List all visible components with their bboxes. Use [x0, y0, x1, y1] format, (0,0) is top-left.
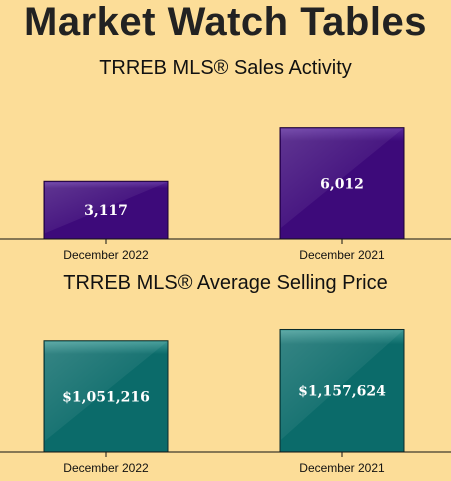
price-category-label-2: December 2021 [299, 461, 385, 475]
price-category-label-1: December 2022 [63, 461, 149, 475]
price-bar-value-label-2: $1,157,624 [298, 384, 386, 400]
sales-bar-sheen-2 [281, 128, 403, 228]
price-bar-sheen-2 [281, 330, 403, 440]
sales-chart-title: TRREB MLS® Sales Activity [99, 57, 352, 79]
sales-bar-value-label-1: 3,117 [84, 203, 128, 219]
sales-category-label-1: December 2022 [63, 248, 149, 262]
price-chart-title: TRREB MLS® Average Selling Price [63, 272, 388, 294]
sales-activity-chart: 3,117 December 2022 6,012 December 2021 [0, 127, 451, 262]
sales-bar-sheen-1 [45, 182, 167, 234]
average-price-chart: $1,051,216 December 2022 $1,157,624 Decembe… [0, 328, 451, 475]
sales-category-label-2: December 2021 [299, 248, 385, 262]
price-bar-value-label-1: $1,051,216 [62, 389, 150, 405]
page-title: Market Watch Tables [24, 0, 427, 44]
sales-bar-value-label-2: 6,012 [320, 176, 364, 192]
